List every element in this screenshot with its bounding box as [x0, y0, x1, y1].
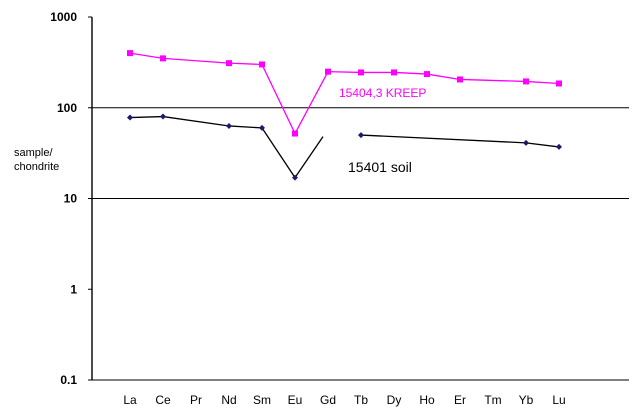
data-point	[556, 80, 562, 87]
data-point	[292, 130, 298, 137]
data-point	[292, 174, 298, 181]
legend-label-kreep: 15404,3 KREEP	[339, 86, 426, 100]
series-line-stub	[294, 136, 324, 178]
data-point	[160, 113, 166, 120]
y-tick-label: 10	[64, 192, 78, 206]
data-point	[259, 61, 265, 68]
y-tick-label: 1000	[50, 10, 77, 24]
x-tick-label: Ho	[419, 393, 435, 407]
x-tick-label: Er	[454, 393, 466, 407]
x-tick-label: Sm	[253, 393, 271, 407]
x-tick-label: Yb	[519, 393, 534, 407]
data-point	[160, 55, 166, 62]
data-point	[424, 71, 430, 78]
x-tick-label: Dy	[387, 393, 402, 407]
data-point	[523, 139, 529, 146]
data-point	[523, 78, 529, 85]
x-tick-label: Eu	[288, 393, 303, 407]
x-tick-label: Tm	[484, 393, 501, 407]
data-point	[226, 122, 232, 129]
x-tick-label: La	[123, 393, 137, 407]
legend-label-soil: 15401 soil	[348, 159, 412, 175]
data-point	[259, 124, 265, 131]
x-tick-label: Pr	[190, 393, 202, 407]
x-tick-label: Tb	[354, 393, 368, 407]
y-axis-label-line1: sample/	[14, 147, 53, 159]
series-line	[129, 52, 560, 135]
data-point	[391, 69, 397, 76]
data-point	[325, 68, 331, 75]
data-point	[226, 60, 232, 67]
y-tick-labels: 1000 100 10 1 0.1	[50, 10, 92, 387]
data-point	[556, 143, 562, 150]
data-point	[358, 132, 364, 139]
y-tick-label: 100	[57, 101, 77, 115]
gridlines	[92, 107, 629, 199]
y-tick-label: 1	[70, 282, 77, 296]
x-tick-label: Lu	[552, 393, 565, 407]
x-tick-label: Ce	[155, 393, 171, 407]
y-axis-label-line2: chondrite	[14, 161, 59, 173]
x-tick-labels: La Ce Pr Nd Sm Eu Gd Tb Dy Ho Er Tm Yb Lu	[123, 393, 565, 407]
x-tick-label: Nd	[221, 393, 236, 407]
y-tick-label: 0.1	[60, 373, 77, 387]
series-1	[127, 113, 562, 181]
data-point	[127, 114, 133, 121]
data-point	[358, 69, 364, 76]
series-layer	[127, 50, 562, 181]
data-point	[127, 50, 133, 57]
data-point	[457, 76, 463, 83]
series-0	[127, 50, 562, 137]
x-tick-label: Gd	[320, 393, 336, 407]
